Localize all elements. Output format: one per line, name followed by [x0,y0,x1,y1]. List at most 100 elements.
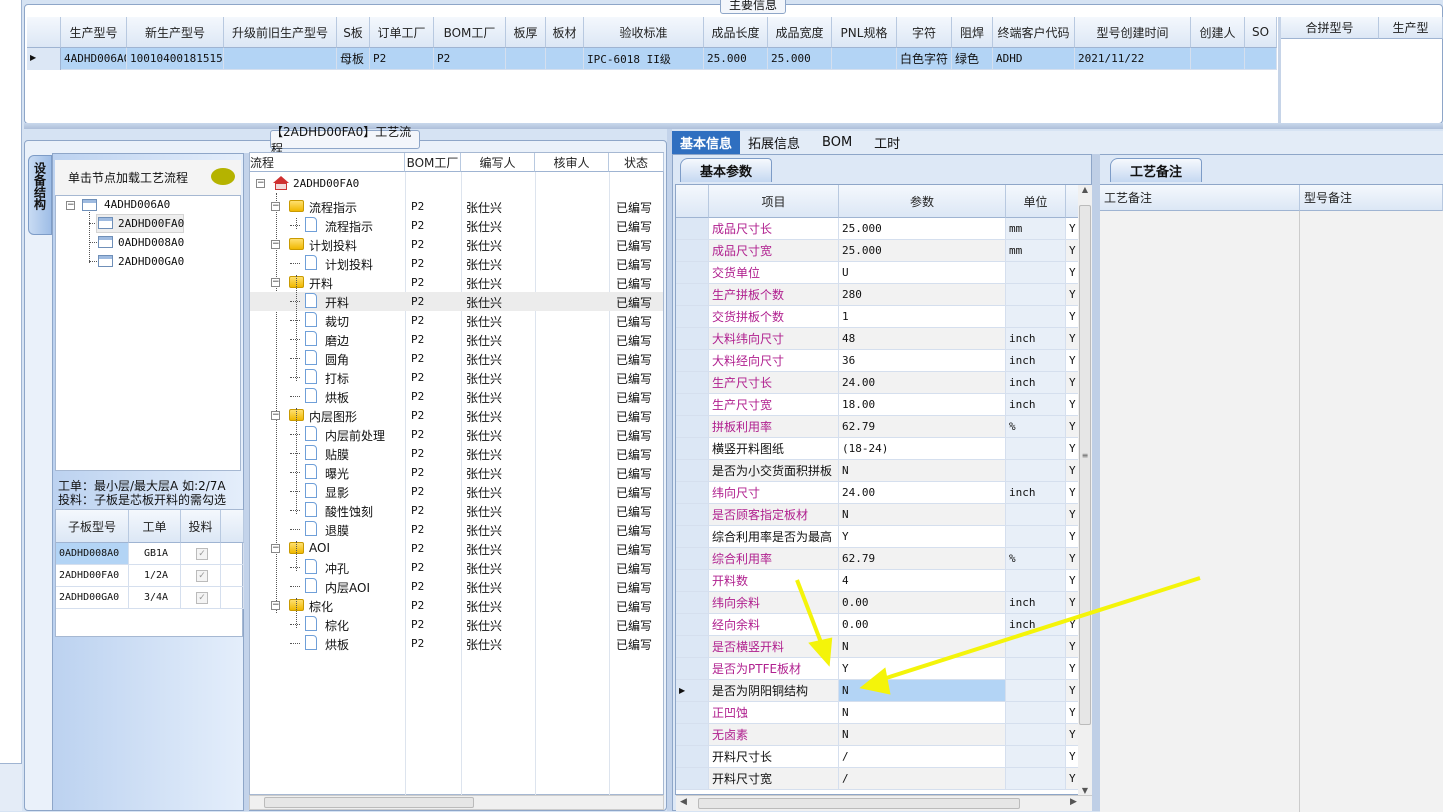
row-header[interactable] [676,548,709,570]
process-row[interactable]: 裁切 P2 张仕兴 已编写 [250,311,663,330]
param-value[interactable]: 0.00 [839,592,1006,614]
column-header[interactable]: 子板型号 [56,510,129,543]
work-order-cell[interactable]: 3/4A [129,587,181,609]
param-value[interactable]: 18.00 [839,394,1006,416]
params-vscroll[interactable]: ▲ ≡ ▼ [1078,185,1092,795]
horizontal-splitter[interactable] [24,123,1443,129]
column-header[interactable]: PNL规格 [832,17,897,48]
process-row[interactable]: 圆角 P2 张仕兴 已编写 [250,349,663,368]
column-header[interactable]: 字符 [897,17,952,48]
process-row[interactable]: 磨边 P2 张仕兴 已编写 [250,330,663,349]
params-hscroll[interactable]: ◀ ▶ [676,795,1092,811]
process-row[interactable]: − 计划投料 P2 张仕兴 已编写 [250,235,663,254]
column-header[interactable]: 编写人 [461,153,535,172]
row-header[interactable] [676,570,709,592]
row-header[interactable] [676,658,709,680]
row-header[interactable] [676,592,709,614]
table-cell[interactable]: P2 [434,48,506,70]
param-value[interactable]: 62.79 [839,416,1006,438]
mid-splitter[interactable] [667,129,672,811]
process-row[interactable]: 流程指示 P2 张仕兴 已编写 [250,216,663,235]
param-value[interactable]: (18-24) [839,438,1006,460]
column-header[interactable]: 板厚 [506,17,546,48]
process-remarks-input[interactable] [1100,211,1300,812]
param-value[interactable]: 25.000 [839,218,1006,240]
column-header[interactable]: 参数 [839,185,1006,218]
column-header[interactable]: 生产型号 [61,17,127,48]
row-header[interactable] [676,614,709,636]
process-row[interactable]: 贴膜 P2 张仕兴 已编写 [250,444,663,463]
row-header[interactable] [676,504,709,526]
table-cell[interactable]: 25.000 [768,48,832,70]
param-value[interactable]: 1 [839,306,1006,328]
row-header[interactable] [676,306,709,328]
sub-board-cell[interactable]: 2ADHD00FA0 [56,565,129,587]
param-value[interactable]: 62.79 [839,548,1006,570]
process-row[interactable]: 退膜 P2 张仕兴 已编写 [250,520,663,539]
param-value[interactable]: 0.00 [839,614,1006,636]
vertical-tab-device-structure[interactable]: 设备结构 [28,155,52,235]
param-value[interactable]: 24.00 [839,372,1006,394]
table-cell[interactable]: ADHD [993,48,1075,70]
row-header[interactable] [676,724,709,746]
row-header[interactable] [676,262,709,284]
param-value[interactable]: 280 [839,284,1006,306]
table-cell[interactable] [832,48,897,70]
collapse-icon[interactable]: − [271,239,280,249]
param-value[interactable]: N [839,702,1006,724]
row-header[interactable] [676,746,709,768]
column-header[interactable]: 投料 [181,510,221,543]
column-header[interactable]: 工单 [129,510,181,543]
collapse-icon[interactable]: − [256,178,265,188]
process-row[interactable]: 内层AOI P2 张仕兴 已编写 [250,577,663,596]
feed-checkbox[interactable]: ✓ [181,587,221,609]
row-header[interactable] [676,240,709,262]
column-header[interactable]: 阻焊 [952,17,993,48]
process-root[interactable]: 2ADHD00FA0 [293,177,360,190]
process-row[interactable]: − 流程指示 P2 张仕兴 已编写 [250,197,663,216]
table-cell[interactable]: P2 [370,48,434,70]
sub-board-cell[interactable]: 2ADHD00GA0 [56,587,129,609]
column-header[interactable]: BOM工厂 [434,17,506,48]
param-value[interactable]: N [839,460,1006,482]
column-header[interactable]: 板材 [546,17,584,48]
row-header[interactable] [676,702,709,724]
right-splitter[interactable] [1092,154,1100,811]
row-header[interactable] [676,482,709,504]
column-header[interactable]: 新生产型号 [127,17,224,48]
param-value[interactable]: 36 [839,350,1006,372]
feed-checkbox[interactable]: ✓ [181,543,221,565]
table-cell[interactable]: 2021/11/22 [1075,48,1191,70]
process-row[interactable]: 烘板 P2 张仕兴 已编写 [250,634,663,653]
table-cell[interactable]: IPC-6018 II级 [584,48,704,70]
param-value[interactable]: N [839,504,1006,526]
column-header[interactable]: 验收标准 [584,17,704,48]
column-header[interactable]: SO [1245,17,1277,48]
column-header[interactable]: 单位 [1006,185,1066,218]
process-row[interactable]: − AOI P2 张仕兴 已编写 [250,539,663,558]
param-value[interactable]: 25.000 [839,240,1006,262]
column-header[interactable]: 订单工厂 [370,17,434,48]
row-header[interactable] [676,460,709,482]
param-value[interactable]: Y [839,526,1006,548]
tab-4[interactable]: 工时 [874,137,901,152]
row-header[interactable] [676,526,709,548]
param-value[interactable]: 4 [839,570,1006,592]
collapse-icon[interactable]: − [271,277,280,287]
tab-process-remarks[interactable]: 工艺备注 [1110,158,1202,182]
table-cell[interactable]: 母板 [337,48,370,70]
table-cell[interactable]: 白色字符 [897,48,952,70]
process-row[interactable]: 冲孔 P2 张仕兴 已编写 [250,558,663,577]
scroll-down-icon[interactable]: ▼ [1081,786,1089,795]
row-header[interactable] [676,218,709,240]
process-row[interactable]: 酸性蚀刻 P2 张仕兴 已编写 [250,501,663,520]
model-remarks-input[interactable] [1300,211,1443,812]
tab-2[interactable]: 拓展信息 [748,137,801,152]
process-row[interactable]: 打标 P2 张仕兴 已编写 [250,368,663,387]
param-value[interactable]: / [839,768,1006,790]
table-cell[interactable] [1191,48,1245,70]
column-header[interactable]: 合拼型号 [1281,17,1379,39]
row-header[interactable] [676,394,709,416]
feed-checkbox[interactable]: ✓ [181,565,221,587]
collapse-icon[interactable]: − [271,600,280,610]
